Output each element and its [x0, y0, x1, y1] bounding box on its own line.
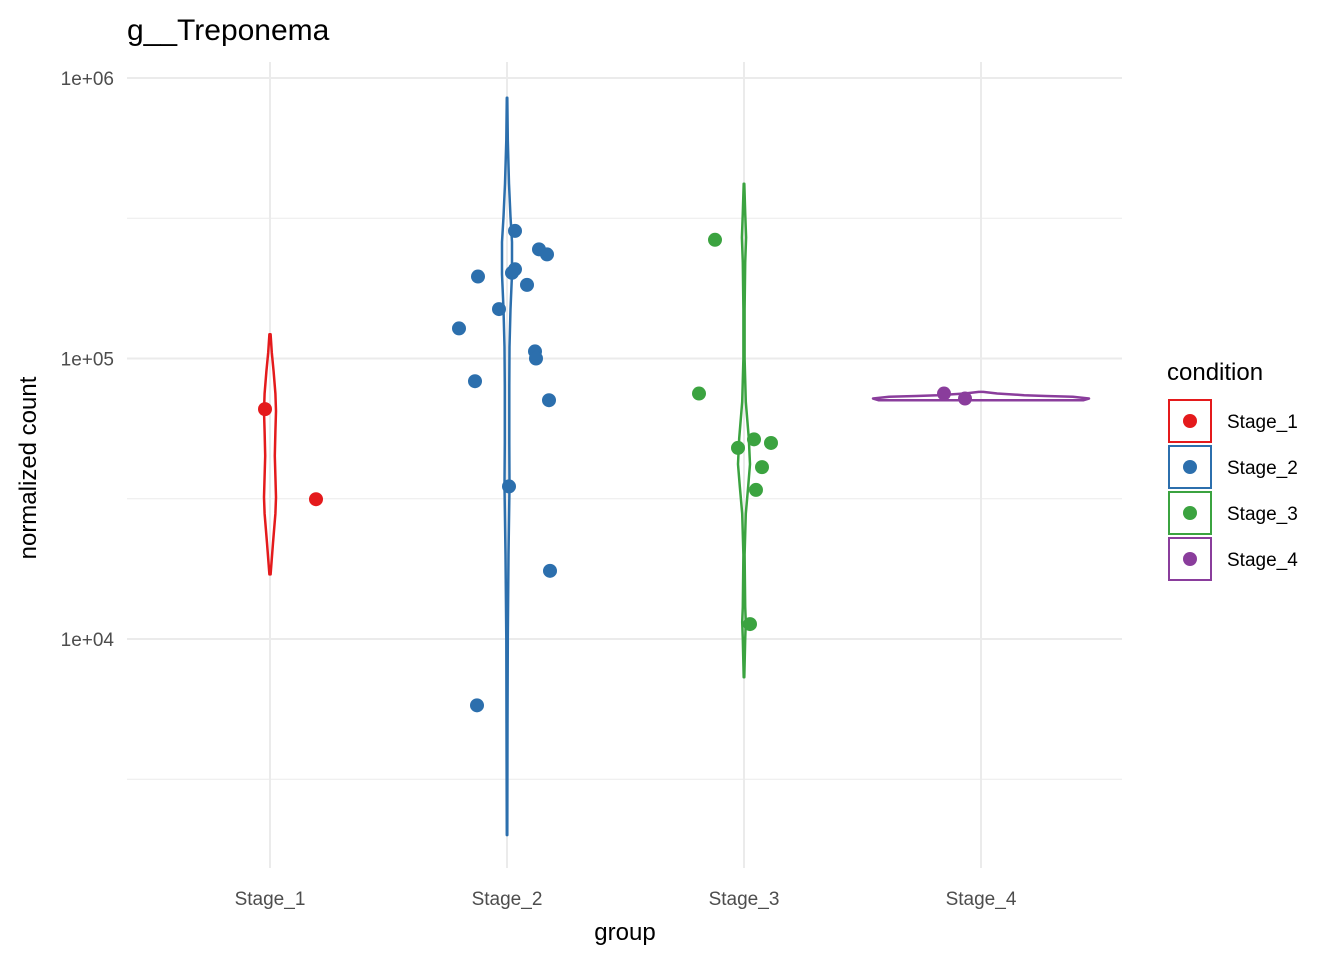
- data-point: [747, 432, 761, 447]
- x-tick-label: Stage_4: [946, 889, 1017, 910]
- data-point: [471, 269, 485, 284]
- legend-title: condition: [1167, 359, 1263, 386]
- y-tick-label: 1e+06: [61, 69, 114, 90]
- data-point: [755, 460, 769, 475]
- x-axis-title: group: [594, 919, 655, 946]
- data-point: [708, 232, 722, 247]
- data-point: [692, 386, 706, 401]
- x-tick-label: Stage_2: [472, 889, 543, 910]
- data-point: [468, 374, 482, 389]
- data-point: [258, 402, 272, 417]
- data-point: [470, 698, 484, 713]
- data-point: [505, 265, 519, 280]
- violin-stage-3: [736, 182, 752, 679]
- data-point: [743, 617, 757, 632]
- violin-stage-1: [262, 333, 278, 576]
- legend-key-dot: [1183, 460, 1197, 474]
- data-point: [542, 393, 556, 408]
- data-point: [540, 247, 554, 262]
- x-axis-ticks: Stage_1 Stage_2 Stage_3 Stage_4: [235, 889, 1017, 910]
- legend-key-dot: [1183, 506, 1197, 520]
- y-tick-label: 1e+05: [61, 350, 114, 371]
- data-point: [764, 435, 778, 450]
- data-point: [508, 223, 522, 238]
- data-point: [731, 440, 745, 455]
- x-tick-label: Stage_3: [709, 889, 780, 910]
- data-point: [529, 351, 543, 366]
- data-point: [502, 479, 516, 494]
- data-point: [543, 563, 557, 578]
- data-point: [520, 277, 534, 292]
- legend-key-dot: [1183, 414, 1197, 428]
- data-point: [937, 386, 951, 401]
- legend-label: Stage_2: [1227, 458, 1298, 479]
- violin-stage-4: [871, 390, 1091, 402]
- data-point: [958, 391, 972, 406]
- y-axis-ticks: 1e+04 1e+05 1e+06: [61, 69, 115, 651]
- data-point: [309, 492, 323, 507]
- data-point: [492, 302, 506, 317]
- legend: condition Stage_1 Stage_2 Stage_3 Stage_4: [1167, 359, 1298, 581]
- data-point: [749, 482, 763, 497]
- grid: [127, 62, 1122, 868]
- legend-key-dot: [1183, 552, 1197, 566]
- data-point: [452, 321, 466, 336]
- legend-label: Stage_4: [1227, 550, 1298, 571]
- points: [258, 223, 972, 713]
- chart-title: g__Treponema: [127, 14, 330, 47]
- x-tick-label: Stage_1: [235, 889, 306, 910]
- y-tick-label: 1e+04: [61, 630, 115, 651]
- legend-label: Stage_1: [1227, 412, 1298, 433]
- legend-key: [1168, 537, 1212, 581]
- y-axis-title: normalized count: [15, 376, 42, 559]
- legend-label: Stage_3: [1227, 504, 1298, 525]
